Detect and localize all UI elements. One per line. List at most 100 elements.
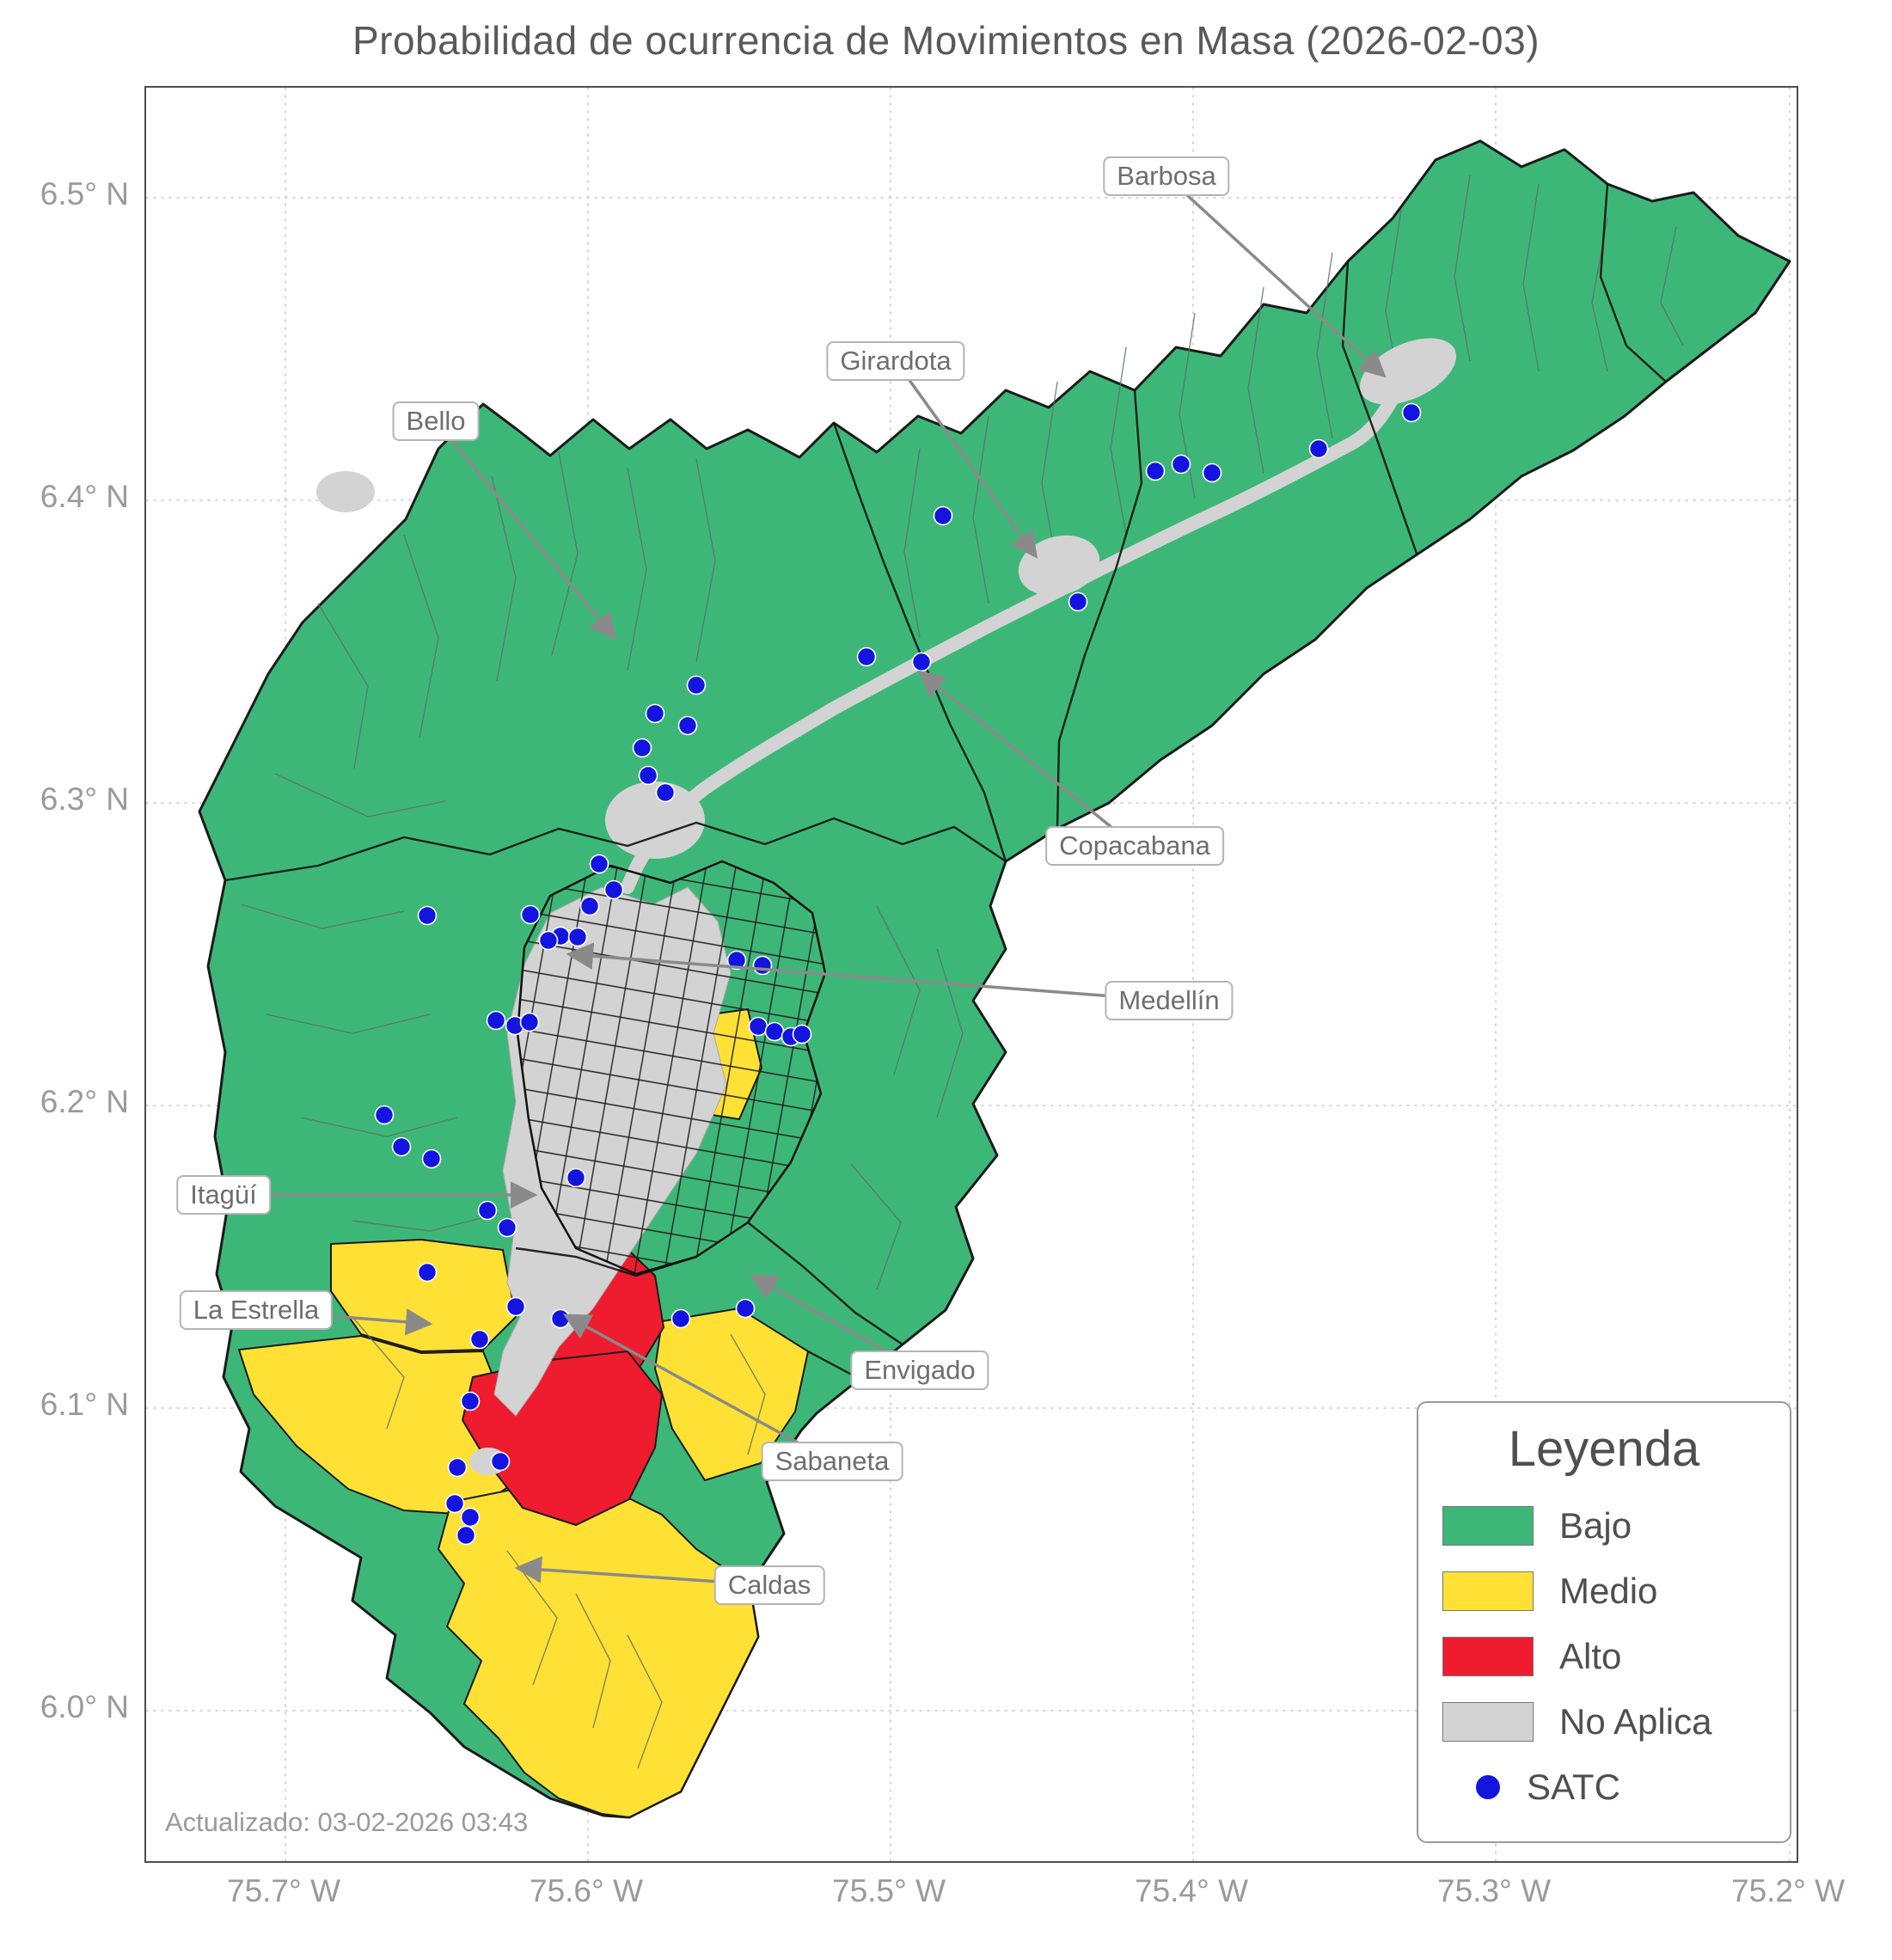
map-label-bello: Bello bbox=[392, 401, 480, 441]
x-tick-label: 75.4° W bbox=[1134, 1873, 1249, 1908]
annotation-arrow bbox=[894, 359, 1038, 559]
map-label-medellin: Medellín bbox=[1105, 981, 1234, 1020]
satc-station bbox=[444, 1493, 465, 1514]
x-tick-label: 75.5° W bbox=[831, 1873, 946, 1908]
legend-item-label: Alto bbox=[1559, 1636, 1622, 1676]
satc-station bbox=[417, 1262, 438, 1283]
satc-station bbox=[447, 1457, 468, 1478]
legend-item-satc: SATC bbox=[1418, 1755, 1790, 1820]
satc-station bbox=[933, 505, 953, 526]
legend-dot-marker bbox=[1475, 1774, 1501, 1800]
updated-timestamp: Actualizado: 03-02-2026 03:43 bbox=[165, 1807, 529, 1837]
map-label-la-estrella: La Estrella bbox=[179, 1290, 334, 1330]
satc-station bbox=[645, 703, 665, 724]
satc-station bbox=[490, 1451, 511, 1472]
satc-station bbox=[735, 1298, 756, 1319]
annotation-arrow bbox=[562, 1314, 833, 1463]
map-label-envigado: Envigado bbox=[850, 1351, 989, 1390]
legend-items: Bajo Medio Alto No Aplica SATC bbox=[1418, 1493, 1790, 1820]
satc-station bbox=[638, 765, 658, 786]
map-label-barbosa: Barbosa bbox=[1103, 156, 1230, 196]
map-regions bbox=[198, 139, 1791, 1819]
no-aplica-bello-urban bbox=[605, 781, 705, 859]
map-label-itagui: Itagüí bbox=[176, 1175, 271, 1215]
legend-item-no-aplica: No Aplica bbox=[1418, 1689, 1790, 1755]
satc-station bbox=[421, 1148, 442, 1169]
satc-station bbox=[1145, 461, 1166, 481]
legend-item-bajo: Bajo bbox=[1418, 1493, 1790, 1559]
satc-station bbox=[579, 896, 600, 916]
satc-station bbox=[505, 1296, 526, 1317]
satc-station bbox=[1171, 454, 1191, 475]
satc-station bbox=[686, 675, 707, 695]
x-tick-label: 75.2° W bbox=[1730, 1873, 1846, 1908]
legend-title: Leyenda bbox=[1508, 1421, 1700, 1477]
satc-station bbox=[519, 1012, 540, 1032]
x-tick-label: 75.3° W bbox=[1436, 1873, 1552, 1908]
map-label-sabaneta: Sabaneta bbox=[761, 1442, 903, 1481]
satc-station bbox=[477, 1200, 498, 1221]
satc-station bbox=[567, 927, 588, 947]
legend: Leyenda Bajo Medio Alto No Aplica SATC bbox=[1417, 1401, 1791, 1843]
satc-station bbox=[538, 930, 559, 951]
y-tick-label: 6.0° N bbox=[40, 1689, 129, 1724]
map-label-copacabana: Copacabana bbox=[1045, 826, 1224, 866]
risk-medium-region-sabaneta-east bbox=[653, 1307, 810, 1482]
legend-item-label: SATC bbox=[1527, 1767, 1620, 1807]
x-tick-label: 75.6° W bbox=[529, 1873, 644, 1908]
satc-station bbox=[1068, 591, 1088, 612]
satc-station bbox=[603, 879, 624, 900]
satc-station bbox=[456, 1525, 476, 1546]
legend-color-swatch bbox=[1442, 1702, 1534, 1742]
y-tick-label: 6.3° N bbox=[40, 781, 129, 817]
satc-station bbox=[550, 1308, 571, 1329]
legend-color-swatch bbox=[1442, 1571, 1534, 1611]
y-tick-label: 6.4° N bbox=[40, 479, 129, 514]
satc-station bbox=[677, 715, 698, 736]
satc-station bbox=[589, 854, 609, 874]
satc-station bbox=[911, 652, 932, 672]
map-plot-area: Actualizado: 03-02-2026 03:43 Leyenda Ba… bbox=[144, 86, 1798, 1863]
satc-station bbox=[655, 782, 676, 803]
satc-station bbox=[486, 1010, 506, 1031]
risk-medium-region-itagui bbox=[330, 1238, 517, 1353]
no-aplica-river-band bbox=[621, 377, 1408, 894]
satc-station bbox=[469, 1329, 490, 1350]
satc-station bbox=[497, 1217, 517, 1238]
legend-item-label: Medio bbox=[1559, 1571, 1658, 1611]
legend-color-swatch bbox=[1442, 1637, 1534, 1676]
annotation-arrow bbox=[566, 942, 1170, 1002]
satc-stations-layer bbox=[374, 402, 1422, 1546]
no-aplica-nw-spot bbox=[316, 471, 375, 512]
satc-station bbox=[460, 1391, 481, 1412]
satc-station bbox=[566, 1167, 586, 1188]
satc-station bbox=[1401, 402, 1422, 423]
y-tick-label: 6.2° N bbox=[40, 1084, 129, 1119]
legend-color-swatch bbox=[1442, 1506, 1534, 1546]
satc-station bbox=[632, 738, 652, 758]
municipal-boundaries bbox=[224, 183, 1667, 1381]
satc-station bbox=[1202, 462, 1222, 483]
map-label-caldas: Caldas bbox=[713, 1565, 825, 1605]
map-canvas bbox=[146, 88, 1797, 1861]
annotation-arrow bbox=[1165, 175, 1387, 378]
y-tick-label: 6.1° N bbox=[40, 1387, 129, 1422]
satc-station bbox=[748, 1016, 768, 1037]
y-tick-label: 6.5° N bbox=[40, 176, 129, 211]
satc-station bbox=[417, 905, 438, 926]
chart-title: Probabilidad de ocurrencia de Movimiento… bbox=[352, 18, 1540, 63]
satc-station bbox=[460, 1507, 481, 1528]
annotation-arrows-layer bbox=[223, 175, 1387, 1587]
legend-item-medio: Medio bbox=[1418, 1559, 1790, 1624]
satc-station bbox=[374, 1105, 395, 1125]
annotation-arrow bbox=[917, 670, 1136, 848]
legend-item-label: Bajo bbox=[1559, 1505, 1632, 1546]
satc-station bbox=[752, 955, 773, 976]
urban-mesh bbox=[516, 860, 827, 1276]
no-aplica-girardota-urban bbox=[1018, 535, 1100, 597]
satc-station bbox=[726, 950, 747, 971]
legend-item-label: No Aplica bbox=[1559, 1701, 1712, 1742]
satc-station bbox=[1308, 438, 1329, 459]
legend-item-alto: Alto bbox=[1418, 1624, 1790, 1689]
